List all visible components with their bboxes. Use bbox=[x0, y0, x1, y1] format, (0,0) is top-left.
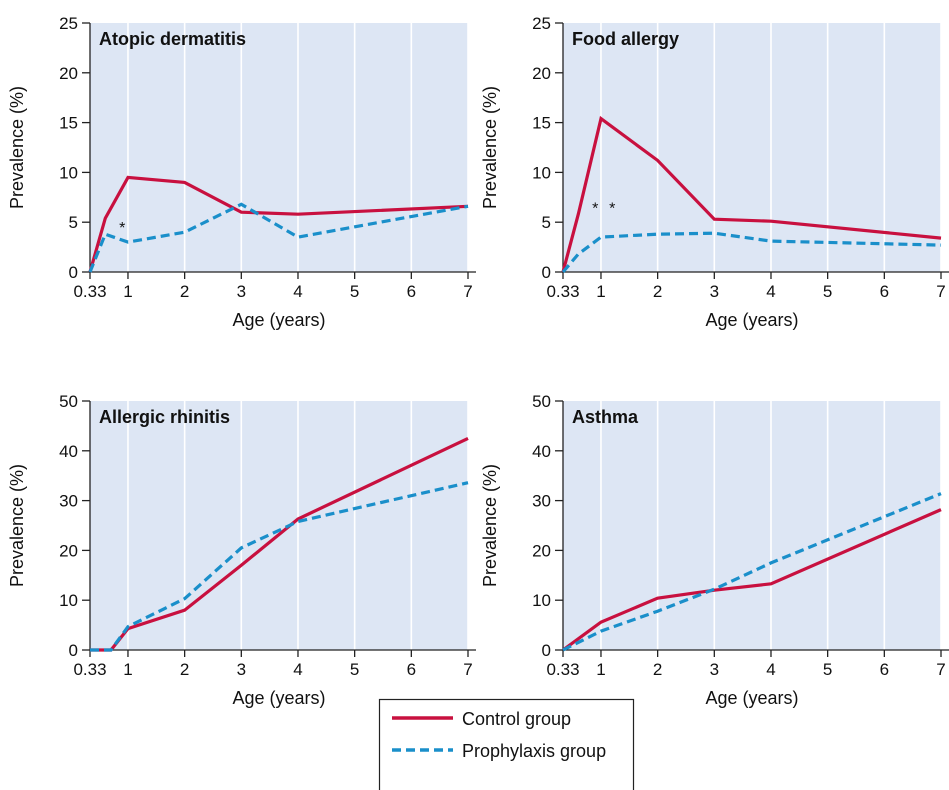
x-tick-label: 5 bbox=[350, 282, 359, 301]
x-tick-label: 6 bbox=[880, 282, 889, 301]
y-tick-label: 30 bbox=[59, 492, 78, 511]
x-tick-label: 0.33 bbox=[73, 282, 106, 301]
y-tick-label: 0 bbox=[69, 641, 78, 660]
y-tick-label: 20 bbox=[59, 64, 78, 83]
y-axis-label: Prevalence (%) bbox=[7, 86, 27, 209]
chart-panel: 0 10 20 30 40 50 0.33 1 2 3 4 5 6 7 Age (years) Prevale… bbox=[7, 392, 476, 708]
x-tick-label: 0.33 bbox=[73, 660, 106, 679]
legend: Control group Prophylaxis group bbox=[378, 698, 635, 790]
x-axis-label: Age (years) bbox=[232, 310, 325, 330]
chart-panel: 0 5 10 15 20 25 0.33 1 2 3 4 5 6 7 Age (years) Prevalen… bbox=[480, 14, 949, 330]
x-tick-label: 7 bbox=[936, 282, 945, 301]
x-tick-label: 3 bbox=[237, 282, 246, 301]
x-tick-label: 5 bbox=[823, 282, 832, 301]
x-tick-label: 1 bbox=[596, 282, 605, 301]
chart-panel: 0 5 10 15 20 25 0.33 1 2 3 4 5 6 7 Age (years) Prevalen… bbox=[7, 14, 476, 330]
y-tick-label: 50 bbox=[532, 392, 551, 411]
y-tick-label: 40 bbox=[59, 442, 78, 461]
y-tick-label: 5 bbox=[69, 213, 78, 232]
x-tick-label: 2 bbox=[180, 660, 189, 679]
x-axis-label: Age (years) bbox=[232, 688, 325, 708]
y-tick-label: 20 bbox=[532, 64, 551, 83]
series-line-control bbox=[88, 175, 469, 273]
y-tick-label: 40 bbox=[532, 442, 551, 461]
panel-title: Allergic rhinitis bbox=[99, 407, 230, 427]
x-axis-label: Age (years) bbox=[705, 310, 798, 330]
y-tick-label: 0 bbox=[542, 641, 551, 660]
series-line-prophylaxis bbox=[90, 481, 469, 652]
panel-title: Food allergy bbox=[572, 29, 679, 49]
y-tick-label: 15 bbox=[532, 114, 551, 133]
legend-box bbox=[378, 698, 635, 790]
y-tick-label: 10 bbox=[532, 163, 551, 182]
x-tick-label: 5 bbox=[823, 660, 832, 679]
panel-title: Atopic dermatitis bbox=[99, 29, 246, 49]
y-axis-label: Prevalence (%) bbox=[480, 86, 500, 209]
y-tick-label: 25 bbox=[532, 14, 551, 33]
x-tick-label: 0.33 bbox=[546, 660, 579, 679]
x-tick-label: 5 bbox=[350, 660, 359, 679]
plot-area bbox=[90, 401, 468, 650]
y-tick-label: 15 bbox=[59, 114, 78, 133]
series-line-control bbox=[562, 508, 942, 652]
x-tick-label: 6 bbox=[407, 660, 416, 679]
y-tick-label: 10 bbox=[532, 591, 551, 610]
significance-marker: * bbox=[119, 220, 125, 237]
y-tick-label: 5 bbox=[542, 213, 551, 232]
x-tick-label: 1 bbox=[123, 660, 132, 679]
x-tick-label: 7 bbox=[463, 660, 472, 679]
x-tick-label: 3 bbox=[710, 660, 719, 679]
y-tick-label: 10 bbox=[59, 591, 78, 610]
x-tick-label: 7 bbox=[463, 282, 472, 301]
y-axis-label: Prevalence (%) bbox=[480, 464, 500, 587]
plot-area bbox=[90, 23, 468, 272]
y-tick-label: 25 bbox=[59, 14, 78, 33]
y-tick-label: 20 bbox=[532, 541, 551, 560]
y-tick-label: 0 bbox=[69, 263, 78, 282]
y-axis-label: Prevalence (%) bbox=[7, 464, 27, 587]
legend-prophylaxis-label: Prophylaxis group bbox=[462, 741, 606, 761]
chart-panel: 0 10 20 30 40 50 0.33 1 2 3 4 5 6 7 Age (years) Prevale… bbox=[480, 392, 949, 708]
legend-control-label: Control group bbox=[462, 709, 571, 729]
x-tick-label: 6 bbox=[880, 660, 889, 679]
x-tick-label: 1 bbox=[596, 660, 605, 679]
x-tick-label: 2 bbox=[180, 282, 189, 301]
significance-marker: * bbox=[592, 200, 598, 217]
x-tick-label: 2 bbox=[653, 282, 662, 301]
x-tick-label: 4 bbox=[293, 660, 302, 679]
x-tick-label: 3 bbox=[237, 660, 246, 679]
y-tick-label: 10 bbox=[59, 163, 78, 182]
x-tick-label: 7 bbox=[936, 660, 945, 679]
y-tick-label: 20 bbox=[59, 541, 78, 560]
x-axis-label: Age (years) bbox=[705, 688, 798, 708]
x-tick-label: 3 bbox=[710, 282, 719, 301]
y-tick-label: 0 bbox=[542, 263, 551, 282]
series-line-prophylaxis bbox=[562, 492, 942, 652]
x-tick-label: 4 bbox=[293, 282, 302, 301]
plot-area bbox=[563, 401, 941, 650]
x-tick-label: 1 bbox=[123, 282, 132, 301]
significance-marker: * bbox=[609, 200, 615, 217]
panel-title: Asthma bbox=[572, 407, 639, 427]
x-tick-label: 6 bbox=[407, 282, 416, 301]
y-tick-label: 30 bbox=[532, 492, 551, 511]
x-tick-label: 0.33 bbox=[546, 282, 579, 301]
series-line-control bbox=[561, 115, 942, 273]
x-tick-label: 4 bbox=[766, 660, 775, 679]
y-tick-label: 50 bbox=[59, 392, 78, 411]
x-tick-label: 2 bbox=[653, 660, 662, 679]
x-tick-label: 4 bbox=[766, 282, 775, 301]
